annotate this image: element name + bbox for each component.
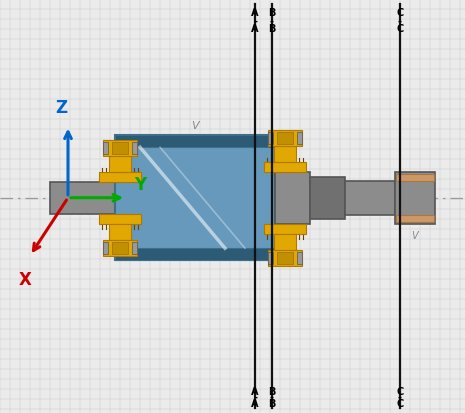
Bar (396, 215, 434, 222)
Text: C: C (396, 398, 404, 408)
Bar (268, 131, 302, 146)
Bar (395, 172, 435, 224)
Text: X: X (19, 270, 32, 288)
Text: -: - (398, 392, 402, 402)
Text: -: - (398, 17, 402, 27)
Bar (99, 214, 141, 224)
Text: C: C (396, 8, 404, 18)
Text: A: A (251, 386, 259, 396)
Bar (115, 136, 275, 148)
Text: B: B (268, 386, 276, 396)
Text: -: - (270, 17, 274, 27)
Text: V: V (412, 230, 418, 240)
Text: A: A (251, 8, 259, 18)
Text: -: - (253, 17, 257, 27)
Bar (297, 133, 302, 145)
Bar (132, 242, 137, 254)
Bar (310, 177, 345, 219)
Text: Z: Z (55, 98, 67, 116)
Text: C: C (396, 386, 404, 396)
Text: -: - (270, 392, 274, 402)
Text: B: B (268, 24, 276, 34)
Bar (274, 146, 296, 162)
Bar (112, 242, 128, 254)
Text: A: A (251, 398, 259, 408)
Text: B: B (268, 398, 276, 408)
Bar (132, 142, 137, 154)
Bar (277, 252, 293, 264)
Text: Y: Y (134, 175, 146, 193)
Bar (109, 224, 131, 240)
Bar (297, 252, 302, 264)
Bar (99, 172, 141, 182)
Bar (274, 234, 296, 250)
Bar (109, 157, 131, 172)
Text: A: A (251, 24, 259, 34)
Bar (103, 142, 108, 154)
Text: C: C (396, 24, 404, 34)
Bar (396, 174, 434, 181)
Bar (50, 182, 120, 214)
Bar (268, 250, 302, 266)
Bar (103, 240, 137, 256)
Bar (264, 224, 306, 234)
Bar (275, 172, 310, 224)
Bar (268, 252, 273, 264)
Text: B: B (268, 8, 276, 18)
Bar (115, 249, 275, 261)
Text: V: V (191, 121, 199, 131)
Bar (103, 140, 137, 157)
Bar (264, 162, 306, 172)
Text: -: - (253, 392, 257, 402)
Bar (268, 133, 273, 145)
Bar (115, 136, 275, 261)
Bar (112, 142, 128, 154)
Bar (277, 133, 293, 145)
Bar (103, 242, 108, 254)
Bar (345, 181, 395, 215)
